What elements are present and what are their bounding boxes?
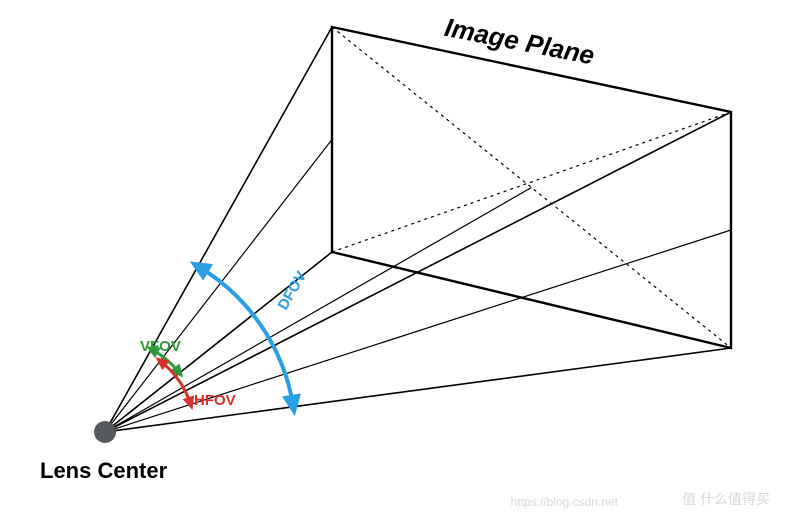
lens-center-dot [94,421,116,443]
watermark-left: https://blog.csdn.net [511,495,618,509]
watermark-right: 值 什么值得买 [682,489,770,509]
lens-center-text: Lens Center [40,458,167,483]
vfov-text: VFOV [140,338,181,355]
hfov-text: HFOV [194,392,236,409]
watermark-right-text: 值 什么值得买 [682,491,770,507]
watermark-left-text: https://blog.csdn.net [511,495,618,509]
hfov-label: HFOV [194,392,236,410]
lens-center-label: Lens Center [40,458,167,484]
fov-diagram [0,0,788,519]
frustum-edges [105,27,731,432]
mid-lines [105,140,731,433]
vfov-label: VFOV [140,338,181,356]
